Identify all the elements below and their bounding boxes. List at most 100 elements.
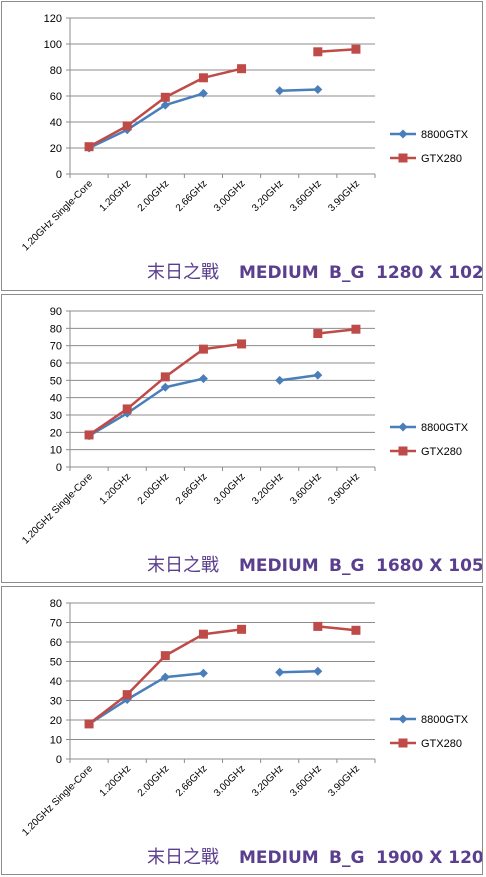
point-GTX280: [160, 92, 170, 102]
x-tick-label: 3.20GHz: [250, 471, 286, 507]
point-GTX280: [313, 621, 323, 631]
caption-quality: MEDIUM: [239, 848, 319, 868]
chart-panel-1680x1050: 0 10 20 30 40 50 60 70 80 90 1.20GHz Single-Core 1.…: [1, 294, 483, 583]
series-line-GTX280: [126, 654, 167, 696]
point-8800GTX: [275, 667, 285, 677]
x-tick-label: 3.20GHz: [250, 763, 286, 799]
point-GTX280: [84, 719, 94, 729]
series-line-GTX280: [164, 633, 205, 657]
legend-entry-8800GTX: 8800GTX: [390, 129, 469, 141]
series-GTX280: [84, 324, 361, 440]
x-tick-label: 1.20GHz Single-Core: [20, 178, 95, 253]
series-line-GTX280: [126, 96, 167, 127]
x-tick-label: 3.90GHz: [326, 178, 362, 214]
point-8800GTX: [275, 86, 285, 96]
point-GTX280: [313, 329, 323, 339]
point-8800GTX: [313, 370, 323, 380]
series-line-GTX280: [126, 375, 167, 410]
series-line-8800GTX: [165, 671, 204, 679]
point-GTX280: [122, 690, 132, 700]
point-GTX280: [122, 404, 132, 414]
series-line-8800GTX: [126, 386, 167, 415]
y-tick-label: 80: [50, 323, 62, 335]
series-line-GTX280: [88, 124, 128, 148]
point-GTX280: [351, 44, 361, 54]
y-tick-label: 30: [50, 410, 62, 422]
point-GTX280: [198, 629, 208, 639]
point-8800GTX: [198, 374, 208, 384]
y-tick-label: 0: [56, 754, 62, 766]
point-8800GTX: [160, 100, 170, 110]
point-GTX280: [313, 47, 323, 57]
x-tick-label: 2.00GHz: [136, 763, 172, 799]
y-tick-label: 40: [50, 117, 62, 129]
y-tick-label: 60: [50, 637, 62, 649]
legend-entry-8800GTX: 8800GTX: [390, 422, 469, 434]
caption-title: 末日之戰: [147, 555, 219, 576]
legend-label: GTX280: [421, 153, 462, 165]
caption-map: B_G: [329, 556, 364, 576]
series-line-GTX280: [164, 348, 205, 378]
series-line-8800GTX: [126, 104, 166, 131]
point-GTX280: [160, 651, 170, 661]
x-tick-label: 2.66GHz: [174, 763, 210, 799]
point-8800GTX: [198, 668, 208, 678]
y-tick-label: 20: [50, 143, 62, 155]
series-line-GTX280: [203, 342, 242, 351]
legend-label: 8800GTX: [421, 422, 469, 434]
series-line-8800GTX: [88, 128, 128, 150]
series-8800GTX: [84, 370, 323, 441]
x-tick-label: 1.20GHz Single-Core: [20, 763, 95, 838]
y-tick-label: 10: [50, 735, 62, 747]
legend-entry-GTX280: GTX280: [390, 446, 462, 458]
x-tick-label: 1.20GHz: [98, 471, 134, 507]
point-GTX280: [237, 624, 247, 634]
series-line-GTX280: [203, 67, 242, 80]
point-8800GTX: [313, 85, 323, 94]
x-tick-label: 3.60GHz: [288, 763, 324, 799]
point-GTX280: [237, 339, 247, 349]
x-tick-label: 1.20GHz: [98, 178, 134, 214]
caption-map: B_G: [329, 848, 364, 868]
y-tick-label: 50: [50, 375, 62, 387]
y-tick-label: 80: [50, 598, 62, 610]
series-line-GTX280: [317, 327, 357, 335]
point-GTX280: [198, 73, 208, 83]
point-GTX280: [84, 142, 94, 152]
legend-marker: [398, 738, 408, 748]
y-tick-label: 10: [50, 445, 62, 457]
chart-caption: 末日之戰 MEDIUM B_G 1280 X 1024: [147, 262, 482, 283]
x-tick-label: 3.60GHz: [288, 178, 324, 214]
series-8800GTX: [84, 85, 323, 153]
caption-resolution: 1280 X 1024: [376, 263, 482, 283]
point-GTX280: [351, 625, 361, 635]
chart-panel-1900x1200: 0 10 20 30 40 50 60 70 80 1.20GHz Single-Core 1.20…: [1, 586, 483, 875]
x-tick-label: 1.20GHz: [98, 763, 134, 799]
point-GTX280: [122, 121, 132, 131]
legend-marker: [398, 129, 408, 139]
x-tick-label: 3.60GHz: [288, 471, 324, 507]
y-tick-label: 0: [56, 169, 62, 181]
caption-quality: MEDIUM: [239, 263, 319, 283]
chart-panel-1280x1024: 0 20 40 60 80 100 120 1.20GHz Single-Core 1.20GH…: [1, 1, 483, 291]
x-tick-label: 2.00GHz: [136, 471, 172, 507]
legend-marker: [398, 446, 408, 456]
x-tick-label: 2.66GHz: [174, 471, 210, 507]
series-line-8800GTX: [164, 92, 204, 107]
y-tick-label: 120: [44, 13, 62, 25]
point-8800GTX: [160, 672, 170, 682]
y-tick-label: 100: [44, 39, 62, 51]
point-GTX280: [198, 344, 208, 354]
point-GTX280: [237, 64, 247, 74]
x-tick-label: 3.90GHz: [326, 763, 362, 799]
point-GTX280: [351, 324, 361, 334]
series-line-8800GTX: [165, 377, 204, 389]
y-tick-label: 40: [50, 676, 62, 688]
legend-label: GTX280: [421, 738, 462, 750]
x-tick-label: 3.00GHz: [212, 178, 248, 214]
point-8800GTX: [313, 666, 323, 676]
series-line-GTX280: [164, 76, 205, 99]
chart-1900x1200: 0 10 20 30 40 50 60 70 80 1.20GHz Single-Core 1.20…: [20, 598, 482, 868]
series-line-8800GTX: [279, 670, 318, 674]
